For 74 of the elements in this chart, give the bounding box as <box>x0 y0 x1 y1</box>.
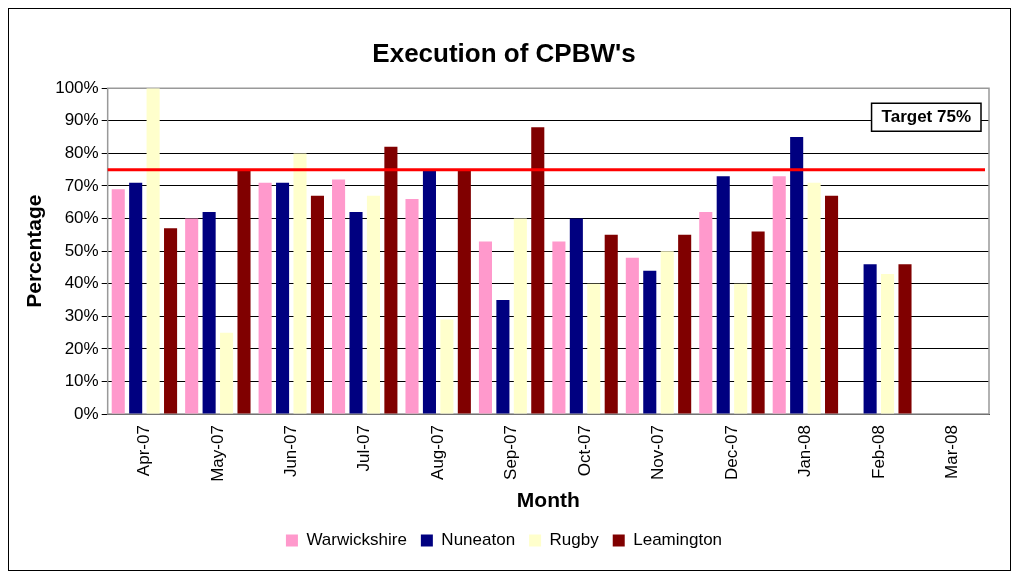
y-tick-label: 10% <box>64 371 99 391</box>
x-tick-label: Dec-07 <box>721 425 741 480</box>
y-tick-label: 90% <box>64 110 99 130</box>
bar <box>237 169 251 414</box>
x-tick-label: Aug-07 <box>427 425 447 480</box>
bar <box>881 273 895 414</box>
bar <box>625 257 639 414</box>
bar <box>552 241 566 414</box>
bar <box>220 332 234 414</box>
bar <box>569 218 583 414</box>
bar <box>202 212 216 414</box>
x-tick-label: Oct-07 <box>574 425 594 477</box>
legend-label: Warwickshire <box>306 530 407 550</box>
bar <box>807 182 821 414</box>
bar <box>457 169 471 414</box>
bar <box>146 88 160 414</box>
ref-line-label: Target 75% <box>881 106 972 126</box>
bar <box>422 169 436 414</box>
x-tick-label: Sep-07 <box>501 425 521 480</box>
bar <box>587 283 601 414</box>
legend-label: Rugby <box>549 530 600 550</box>
y-tick-label: 50% <box>64 240 99 260</box>
bar <box>513 218 527 414</box>
bar <box>604 234 618 414</box>
x-axis-title: Month <box>516 488 580 512</box>
bar <box>478 241 492 414</box>
bar <box>772 176 786 414</box>
bar <box>643 270 657 414</box>
x-tick-label: Apr-07 <box>134 425 154 477</box>
bar <box>716 176 730 414</box>
bar <box>111 189 125 414</box>
y-tick-label: 40% <box>64 273 99 293</box>
y-axis-title: Percentage <box>22 194 46 308</box>
bar <box>531 127 545 414</box>
bar <box>310 195 324 414</box>
y-tick-label: 20% <box>64 338 99 358</box>
y-tick-label: 100% <box>55 77 99 97</box>
bar <box>293 153 307 414</box>
bar <box>185 218 199 414</box>
bar <box>349 212 363 414</box>
bar <box>678 234 692 414</box>
bar <box>366 195 380 414</box>
x-tick-label: Nov-07 <box>648 425 668 480</box>
bar <box>405 199 419 414</box>
bar <box>825 195 839 414</box>
y-tick-label: 70% <box>64 175 99 195</box>
bar <box>751 231 765 414</box>
x-tick-label: Jan-08 <box>795 425 815 478</box>
x-tick-label: May-07 <box>207 425 227 482</box>
chart-title: Execution of CPBW's <box>372 37 636 68</box>
bar <box>699 212 713 414</box>
legend-label: Leamington <box>633 530 723 550</box>
bar <box>332 179 346 414</box>
bar <box>496 300 510 414</box>
x-tick-label: Jul-07 <box>354 425 374 472</box>
bar <box>384 146 398 414</box>
bar <box>258 182 272 414</box>
y-tick-label: 0% <box>74 403 99 423</box>
x-tick-label: Mar-08 <box>941 425 961 479</box>
legend-label: Nuneaton <box>441 530 516 550</box>
bar <box>790 137 804 414</box>
bar <box>863 264 877 414</box>
bar <box>129 182 143 414</box>
y-tick-label: 60% <box>64 208 99 228</box>
x-tick-label: Feb-08 <box>868 425 888 479</box>
y-tick-label: 30% <box>64 306 99 326</box>
bar <box>660 251 674 414</box>
bar <box>276 182 290 414</box>
bar <box>164 228 178 414</box>
bar <box>440 319 454 414</box>
y-tick-label: 80% <box>64 143 99 163</box>
x-tick-label: Jun-07 <box>280 425 300 478</box>
bar <box>734 283 748 414</box>
bar <box>898 264 912 414</box>
